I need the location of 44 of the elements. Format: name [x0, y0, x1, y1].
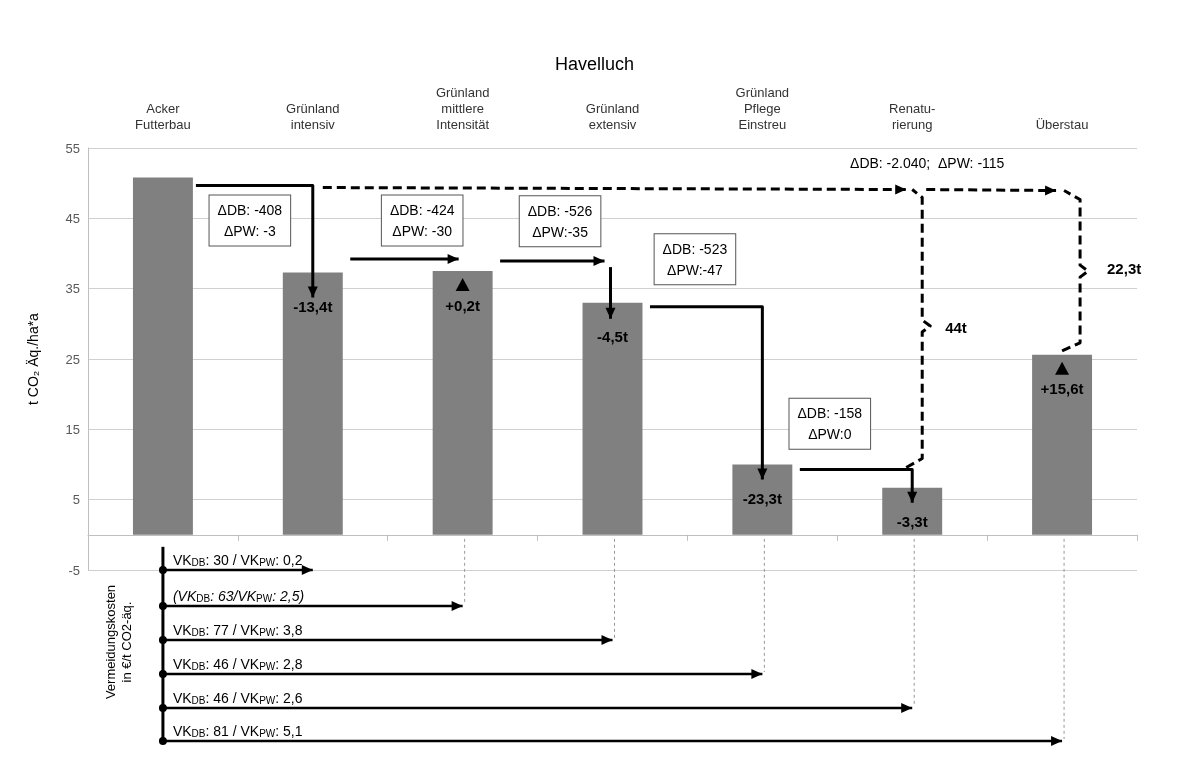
annotation: 22,3t — [1107, 259, 1142, 277]
x-tick-label: Grünland extensiv — [585, 100, 640, 132]
text: (VKDB: 63/VKPW: 2,5) — [172, 587, 305, 604]
text: VKDB: 46 / VKPW: 2,6 — [172, 689, 303, 706]
annotation: -4,5t — [597, 328, 628, 346]
x-tick-label: Überstau — [1035, 116, 1089, 132]
x-tick-label: Grünland Pflege Einstreu — [735, 84, 790, 132]
x-tick-label: Renatu- rierung — [889, 100, 936, 132]
annotation: -3,3t — [896, 513, 928, 531]
bar — [282, 272, 343, 535]
y-axis-title: t CO₂ Äq./ha*a — [25, 312, 41, 405]
annotation: ΔDB: -158 ΔPW:0 — [797, 405, 863, 443]
bar — [732, 464, 793, 535]
annotation: ΔDB: -526 ΔPW:-35 — [527, 202, 593, 240]
y-tick-label: 15 — [65, 421, 80, 437]
bar — [1032, 354, 1093, 535]
annotation: ΔDB: -523 ΔPW:-47 — [662, 240, 728, 278]
text: VKDB: 77 / VKPW: 3,8 — [172, 621, 303, 638]
bar — [582, 302, 643, 535]
text: VKDB: 81 / VKPW: 5,1 — [172, 722, 303, 739]
annotation: -23,3t — [742, 490, 782, 507]
annotation: ΔDB: -2.040; ΔPW: -115 — [850, 155, 1005, 172]
bar — [432, 271, 493, 535]
x-tick-label: Grünland intensiv — [286, 100, 340, 132]
x-tick-label: Grünland mittlere Intensität — [435, 84, 490, 132]
y-tick-label: 45 — [65, 210, 80, 226]
annotation: ΔDB: -424 ΔPW: -30 — [389, 201, 455, 239]
y-tick-label: 35 — [65, 281, 80, 297]
annotation: VKDB: 30 / VKPW: 0,2 — [172, 551, 303, 568]
y-tick-label: 55 — [65, 140, 80, 156]
y-tick-label: -5 — [68, 562, 80, 578]
annotation: +15,6t — [1040, 380, 1084, 398]
bar — [132, 177, 193, 535]
annotation: 44t — [945, 318, 967, 336]
annotation: ΔDB: -408 ΔPW: -3 — [217, 201, 283, 239]
text: VKDB: 46 / VKPW: 2,8 — [172, 655, 303, 672]
x-tick-label: Acker Futterbau — [135, 100, 191, 132]
text: Vermeidungskosten in €/t CO2-äq. — [102, 584, 134, 700]
annotation: -13,4t — [293, 297, 333, 315]
bar — [882, 487, 943, 535]
annotation: +0,2t — [445, 296, 480, 314]
chart-title: Havelluch — [554, 54, 635, 74]
y-tick-label: 25 — [65, 351, 80, 367]
y-tick-label: 5 — [72, 492, 80, 508]
